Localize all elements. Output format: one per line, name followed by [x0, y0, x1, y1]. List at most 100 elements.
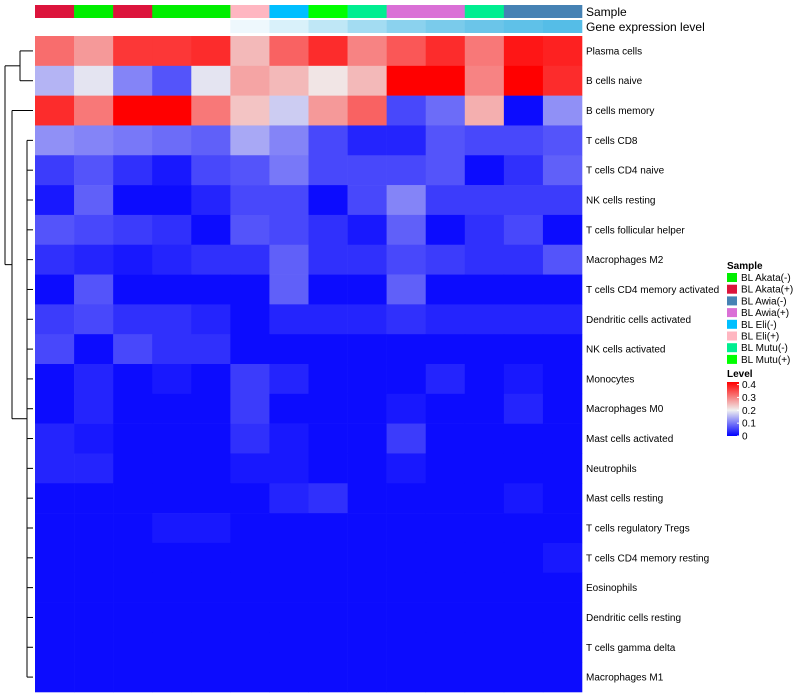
heatmap-cell: [425, 65, 466, 96]
heatmap-cell: [230, 364, 270, 395]
heatmap-cell: [464, 334, 505, 365]
sample-legend-label: BL Awia(+): [741, 308, 789, 319]
sample-annotation-cell: [113, 5, 153, 18]
expression-annotation-cell: [308, 20, 348, 33]
heatmap-cell: [308, 125, 348, 156]
heatmap-cell: [35, 542, 75, 574]
heatmap-cell: [386, 36, 427, 67]
heatmap-cell: [191, 453, 231, 484]
heatmap-cell: [464, 364, 505, 395]
heatmap-cell: [503, 483, 544, 514]
heatmap-cell: [230, 304, 270, 335]
expression-annotation-cell: [74, 20, 114, 33]
expression-annotation-label: Gene expression level: [586, 20, 705, 34]
heatmap-cell: [542, 214, 583, 246]
heatmap-cell: [347, 125, 387, 156]
heatmap-cell: [386, 334, 427, 365]
expression-annotation-cell: [230, 20, 270, 33]
heatmap-cell: [425, 423, 466, 454]
heatmap-cell: [308, 185, 348, 216]
heatmap-cell: [503, 185, 544, 216]
heatmap-cell: [230, 423, 270, 454]
sample-annotation-cell: [464, 5, 505, 18]
heatmap-cell: [464, 513, 505, 544]
heatmap-cell: [269, 513, 309, 544]
heatmap-cell: [35, 274, 75, 305]
row-label: Mast cells resting: [586, 494, 663, 505]
row-label: B cells memory: [586, 106, 654, 117]
heatmap-cell: [35, 423, 75, 454]
heatmap-cell: [269, 542, 309, 574]
heatmap-cell: [386, 125, 427, 156]
heatmap-cell: [35, 483, 75, 514]
heatmap-cell: [152, 393, 192, 424]
row-label: Macrophages M1: [586, 673, 664, 684]
heatmap-cell: [74, 364, 114, 395]
heatmap-cell: [152, 453, 192, 484]
level-legend-tick-label: 0.4: [742, 380, 756, 391]
expression-annotation-cell: [269, 20, 309, 33]
heatmap-cell: [464, 632, 505, 663]
heatmap-cell: [191, 572, 231, 603]
heatmap-cell: [230, 572, 270, 603]
row-labels: Plasma cells B cells naive B cells memory T…: [586, 46, 719, 683]
heatmap-cell: [347, 36, 387, 67]
heatmap-cell: [230, 36, 270, 67]
heatmap-cell: [425, 572, 466, 603]
heatmap-cell: [74, 274, 114, 305]
heatmap-cell: [113, 393, 153, 424]
row-label: B cells naive: [586, 76, 643, 87]
heatmap-cell: [230, 334, 270, 365]
heatmap-cell: [542, 602, 583, 633]
heatmap-cell: [425, 393, 466, 424]
sample-annotation-cell: [503, 5, 544, 18]
heatmap-cell: [152, 65, 192, 96]
heatmap-cell: [347, 185, 387, 216]
row-label: T cells CD8: [586, 136, 638, 147]
heatmap-cell: [386, 155, 427, 186]
sample-legend-swatch: [727, 354, 737, 364]
heatmap-cell: [35, 572, 75, 603]
heatmap-cell: [191, 214, 231, 246]
heatmap-cell: [74, 483, 114, 514]
heatmap-cell: [230, 602, 270, 633]
heatmap-cell: [503, 125, 544, 156]
heatmap-cell: [386, 513, 427, 544]
heatmap-cell: [269, 572, 309, 603]
heatmap-cell: [425, 662, 466, 693]
heatmap-cell: [464, 274, 505, 305]
heatmap-cell: [230, 483, 270, 514]
heatmap-cell: [74, 244, 114, 275]
heatmap-cell: [542, 572, 583, 603]
heatmap-cell: [152, 274, 192, 305]
level-legend-tick-label: 0.1: [742, 419, 756, 430]
heatmap-cell: [386, 364, 427, 395]
heatmap-cell: [35, 602, 75, 633]
heatmap-cell: [113, 244, 153, 275]
heatmap-cell: [152, 95, 192, 126]
heatmap-cell: [386, 393, 427, 424]
sample-legend-title: Sample: [727, 261, 763, 272]
heatmap-cell: [425, 542, 466, 574]
sample-legend-label: BL Awia(-): [741, 296, 787, 307]
heatmap-cell: [191, 274, 231, 305]
sample-legend-swatch: [727, 343, 737, 353]
heatmap-cell: [191, 542, 231, 574]
heatmap-cell: [191, 304, 231, 335]
heatmap-cell: [347, 423, 387, 454]
row-label: NK cells activated: [586, 345, 665, 356]
level-legend-tick-label: 0: [742, 432, 748, 443]
heatmap-cell: [542, 334, 583, 365]
heatmap-cell: [425, 36, 466, 67]
heatmap-cell: [542, 542, 583, 574]
heatmap-cell: [386, 483, 427, 514]
row-label: Mast cells activated: [586, 434, 673, 445]
heatmap-cell: [152, 513, 192, 544]
level-legend-tick-label: 0.3: [742, 393, 756, 404]
heatmap-cell: [113, 483, 153, 514]
heatmap-cell: [503, 334, 544, 365]
expression-annotation-cell: [542, 20, 583, 33]
heatmap-cell: [230, 95, 270, 126]
expression-annotation-cell: [191, 20, 231, 33]
heatmap-cell: [35, 513, 75, 544]
